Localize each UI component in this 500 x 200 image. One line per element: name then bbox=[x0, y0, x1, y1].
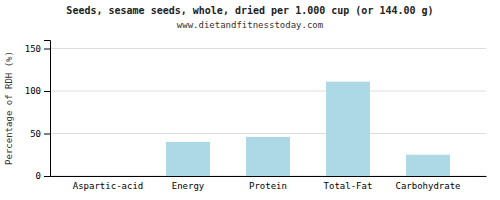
tick: 150 bbox=[25, 44, 50, 54]
tick: Total-Fat bbox=[324, 181, 373, 191]
tick-mark bbox=[44, 49, 50, 50]
bar bbox=[166, 142, 210, 176]
y-axis: 0 50 100 150 bbox=[25, 41, 51, 182]
tick-label: 0 bbox=[36, 171, 41, 181]
tick-label: Energy bbox=[172, 181, 205, 191]
tick-label: 50 bbox=[30, 129, 41, 139]
tick-mark bbox=[44, 176, 50, 177]
tick-label: Total-Fat bbox=[324, 181, 373, 191]
tick: 100 bbox=[25, 86, 50, 96]
tick-label: Aspartic-acid bbox=[73, 181, 143, 191]
bar bbox=[406, 155, 450, 176]
title: Seeds, sesame seeds, whole, dried per 1.… bbox=[66, 5, 433, 16]
tick-label: 100 bbox=[25, 86, 41, 96]
bar bbox=[246, 137, 290, 176]
tick-mark bbox=[44, 91, 50, 92]
tick: Aspartic-acid bbox=[73, 181, 143, 191]
tick-label: Protein bbox=[249, 181, 287, 191]
chart: Seeds, sesame seeds, whole, dried per 1.… bbox=[0, 0, 500, 200]
tick-mark bbox=[44, 134, 50, 135]
tick: 50 bbox=[30, 129, 50, 139]
grid-line bbox=[50, 91, 486, 92]
axis-line bbox=[44, 41, 51, 177]
grid-line bbox=[50, 133, 486, 134]
tick-label: 150 bbox=[25, 44, 41, 54]
tick: Energy bbox=[172, 181, 205, 191]
bars bbox=[166, 82, 450, 176]
plot: 0 50 100 150 Aspartic-acid Energy Protein Total… bbox=[25, 41, 487, 191]
bar bbox=[86, 176, 130, 177]
grid-line bbox=[50, 48, 486, 49]
y-axis-title: Percentage of RDH (%) bbox=[4, 51, 14, 165]
bar bbox=[326, 82, 370, 176]
tick: Carbohydrate bbox=[395, 181, 460, 191]
tick: 0 bbox=[36, 171, 50, 181]
tick: Protein bbox=[249, 181, 287, 191]
axis-line bbox=[51, 176, 487, 177]
tick-label: Carbohydrate bbox=[395, 181, 460, 191]
x-axis: Aspartic-acid Energy Protein Total-Fat Carbo… bbox=[51, 177, 487, 191]
grid bbox=[50, 49, 486, 177]
subtitle: www.dietandfitnesstoday.com bbox=[177, 20, 323, 30]
